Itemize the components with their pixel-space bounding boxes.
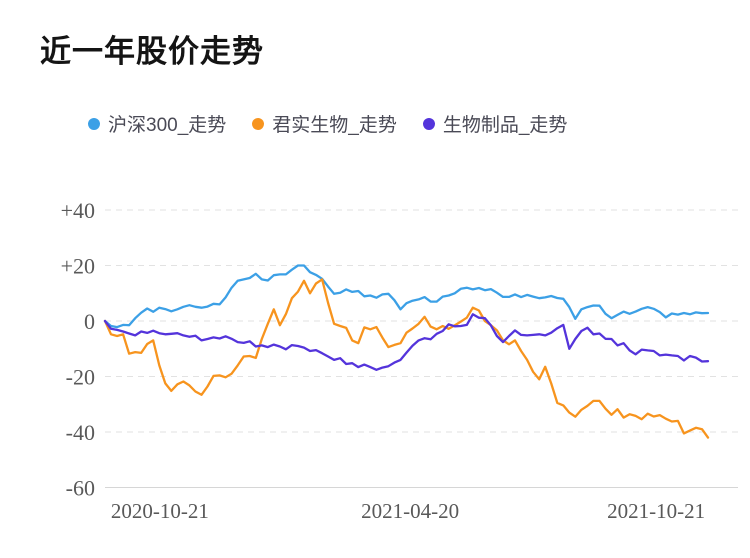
x-axis-tick-label: 2021-04-20 [361,499,459,523]
legend: 沪深300_走势 君实生物_走势 生物制品_走势 [88,110,567,137]
y-axis-tick-label: +20 [61,254,95,279]
series-line [103,278,710,439]
y-axis-tick-label: +40 [61,198,95,223]
legend-item-label: 生物制品_走势 [442,115,568,136]
legend-item-1[interactable]: 沪深300_走势 [88,110,226,137]
legend-item-label: 君实生物_走势 [272,115,397,136]
chart-title: 近一年股价走势 [40,34,264,69]
x-axis-tick-label: 2020-10-21 [111,499,209,523]
legend-item-2[interactable]: 君实生物_走势 [252,110,397,137]
y-axis-tick-label: 0 [84,309,95,334]
legend-item-label: 沪深300_走势 [108,115,227,136]
legend-dot-icon [252,117,265,130]
series-line [103,264,710,329]
legend-dot-icon [88,117,100,130]
legend-dot-icon [422,117,435,130]
x-axis-tick-label: 2021-10-21 [607,499,705,523]
y-axis-tick-label: -60 [66,476,95,501]
legend-item-3[interactable]: 生物制品_走势 [422,110,568,137]
y-axis-tick-label: -20 [66,365,95,390]
y-axis-tick-label: -40 [66,420,95,445]
series-line [103,313,710,371]
